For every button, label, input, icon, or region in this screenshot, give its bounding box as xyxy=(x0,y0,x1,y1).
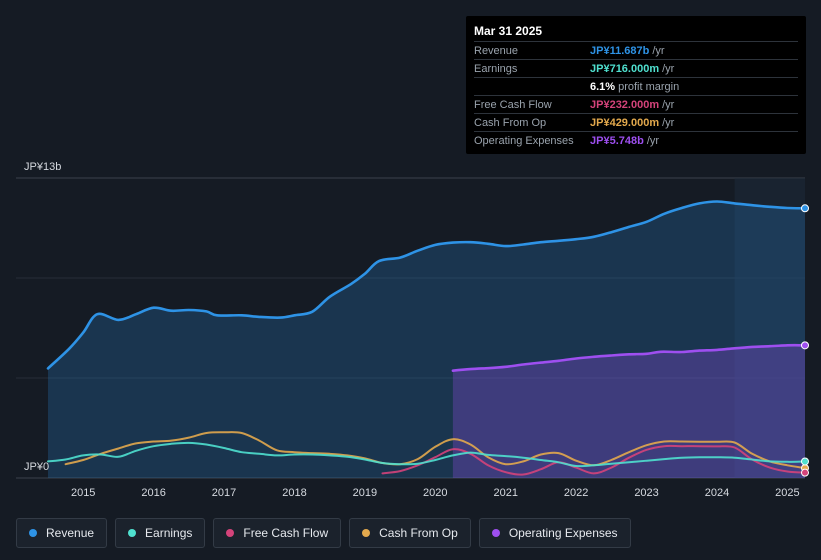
tooltip-panel: Mar 31 2025 Revenue JP¥11.687b/yr Earnings… xyxy=(466,16,806,154)
y-axis-top-label: JP¥13b xyxy=(24,161,61,173)
x-tick-label: 2018 xyxy=(282,487,306,499)
legend-item-revenue[interactable]: Revenue xyxy=(16,518,108,548)
series-lines xyxy=(46,200,807,476)
tooltip-row: 6.1% profit margin xyxy=(474,77,798,95)
past-year-highlight xyxy=(734,178,805,478)
tooltip-row-value: 6.1% xyxy=(590,80,616,93)
tooltip-row-value: JP¥11.687b xyxy=(590,44,650,57)
tooltip-row-label: Cash From Op xyxy=(474,116,547,129)
tooltip-row-label: Operating Expenses xyxy=(474,134,574,147)
tooltip-row-unit: /yr xyxy=(646,134,660,147)
tooltip-row: Revenue JP¥11.687b/yr xyxy=(474,41,798,59)
cash-from-op-line xyxy=(64,431,806,470)
x-tick-label: 2015 xyxy=(71,487,95,499)
legend-dot-icon xyxy=(29,529,37,537)
series-areas xyxy=(48,201,805,478)
y-axis-bottom-label: JP¥0 xyxy=(24,461,49,473)
legend: Revenue Earnings Free Cash Flow Cash From O… xyxy=(16,518,631,548)
x-tick-label: 2016 xyxy=(141,487,165,499)
tooltip-row-value: JP¥5.748b xyxy=(590,134,644,147)
free-cash-flow-end-marker xyxy=(801,468,809,477)
x-tick-label: 2024 xyxy=(705,487,729,499)
operating-expenses-line xyxy=(451,343,807,372)
tooltip-row: Free Cash Flow JP¥232.000m/yr xyxy=(474,95,798,113)
x-axis: 2015 2016 2017 2018 2019 2020 2021 2022 2023 2024… xyxy=(71,487,800,499)
tooltip-date: Mar 31 2025 xyxy=(474,24,543,38)
x-tick-label: 2022 xyxy=(564,487,588,499)
earnings-end-marker xyxy=(801,457,809,466)
legend-label: Earnings xyxy=(145,526,193,540)
x-tick-label: 2023 xyxy=(634,487,658,499)
earnings-line xyxy=(47,441,806,468)
legend-label: Revenue xyxy=(46,526,95,540)
tooltip-row-value: JP¥232.000m xyxy=(590,98,660,111)
gridlines xyxy=(16,177,805,479)
tooltip-row-unit: /yr xyxy=(662,116,675,129)
legend-dot-icon xyxy=(226,529,235,537)
tooltip-row-unit: /yr xyxy=(652,44,665,57)
operating-expenses-end-marker xyxy=(801,341,809,350)
legend-item-cash-from-op[interactable]: Cash From Op xyxy=(349,518,471,548)
legend-dot-icon xyxy=(128,529,137,537)
tooltip-row-label: Earnings xyxy=(474,62,518,75)
tooltip-row-unit: /yr xyxy=(662,62,675,75)
tooltip-row-unit: profit margin xyxy=(618,80,680,93)
tooltip-row-label: Revenue xyxy=(474,44,519,57)
x-tick-label: 2021 xyxy=(493,487,517,499)
tooltip-row: Cash From Op JP¥429.000m/yr xyxy=(474,113,798,131)
legend-item-free-cash-flow[interactable]: Free Cash Flow xyxy=(213,518,342,548)
revenue-end-marker xyxy=(801,204,809,213)
legend-label: Operating Expenses xyxy=(508,526,618,540)
free-cash-flow-line xyxy=(381,444,806,476)
x-tick-label: 2025 xyxy=(775,487,799,499)
legend-item-operating-expenses[interactable]: Operating Expenses xyxy=(478,518,631,548)
tooltip-row: Earnings JP¥716.000m/yr xyxy=(474,59,798,77)
operating-expenses-area xyxy=(452,345,805,478)
tooltip-row: Operating Expenses JP¥5.748b/yr xyxy=(474,131,798,149)
legend-item-earnings[interactable]: Earnings xyxy=(115,518,206,548)
legend-dot-icon xyxy=(362,529,371,537)
chart: 2015 2016 2017 2018 2019 2020 2021 2022 2023 2024… xyxy=(16,161,809,499)
tooltip-row-label: Free Cash Flow xyxy=(474,98,552,111)
legend-label: Free Cash Flow xyxy=(243,526,329,540)
revenue-line xyxy=(46,200,807,370)
tooltip-row-value: JP¥429.000m xyxy=(590,116,660,129)
legend-dot-icon xyxy=(491,529,500,537)
x-tick-label: 2020 xyxy=(423,487,447,499)
tooltip-row-unit: /yr xyxy=(662,98,675,111)
x-tick-label: 2017 xyxy=(212,487,236,499)
series-end-markers xyxy=(801,204,809,477)
x-tick-label: 2019 xyxy=(353,487,377,499)
legend-label: Cash From Op xyxy=(379,526,458,540)
revenue-area xyxy=(48,201,805,478)
tooltip-row-value: JP¥716.000m xyxy=(590,62,660,75)
